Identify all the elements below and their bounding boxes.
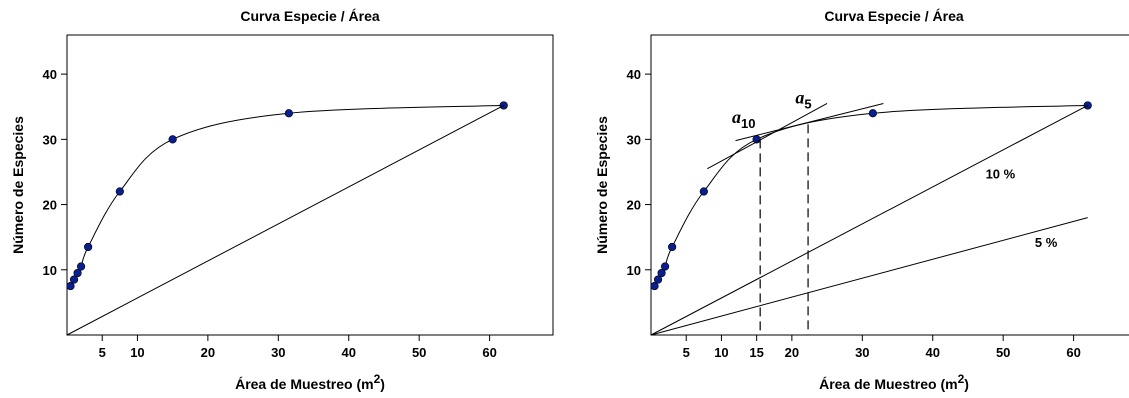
chart-left-data-point bbox=[115, 187, 124, 196]
chart-left-y-tick-label: 20 bbox=[43, 198, 57, 213]
chart-left-y-tick-label: 30 bbox=[43, 132, 57, 147]
chart-right-data-point bbox=[868, 109, 877, 118]
chart-right-x-axis-label-sup: 2 bbox=[958, 372, 965, 386]
chart-right-reference-line bbox=[650, 104, 1088, 336]
chart-left-data-point bbox=[76, 262, 86, 271]
chart-left-x-tick-label: 10 bbox=[130, 345, 144, 360]
chart-right-y-tick-label: 30 bbox=[627, 132, 641, 147]
chart-right-data-point bbox=[657, 268, 666, 278]
chart-left-x-tick-label: 50 bbox=[412, 345, 426, 360]
chart-right-data-point bbox=[660, 262, 670, 271]
chart-left-data-point bbox=[168, 135, 177, 144]
chart-right-title: Curva Especie / Área bbox=[824, 8, 964, 24]
chart-right-x-ticks: 5 10 15 20 30 40 50 60 bbox=[683, 335, 1081, 360]
chart-right-y-tick-label: 20 bbox=[627, 198, 641, 213]
chart-left-data-point bbox=[499, 101, 508, 110]
chart-right-x-tick-label: 60 bbox=[1066, 345, 1080, 360]
chart-right-data-point bbox=[650, 281, 659, 291]
chart-right-annotation-label: 5 % bbox=[1035, 235, 1058, 250]
chart-left-x-tick-label: 20 bbox=[201, 345, 215, 360]
chart-left-x-tick-label: 5 bbox=[99, 345, 106, 360]
chart-right-species-curve bbox=[654, 104, 1088, 287]
chart-left-data-point bbox=[73, 268, 82, 278]
chart-left-x-axis-label-text: Área de Muestreo (m bbox=[235, 376, 373, 392]
chart-left-data-point bbox=[69, 275, 79, 284]
chart-left-data-point bbox=[66, 281, 75, 291]
chart-left: Curva Especie / Área 5 10 20 30 40 50 60 10 20 3… bbox=[10, 8, 554, 392]
chart-right-y-tick-label: 40 bbox=[627, 67, 641, 82]
chart-left-x-tick-label: 60 bbox=[482, 345, 496, 360]
chart-left-x-axis-label-sup: 2 bbox=[374, 372, 381, 386]
chart-left-series bbox=[66, 101, 508, 336]
chart-right-x-tick-label: 30 bbox=[855, 345, 869, 360]
chart-left-x-axis-label: Área de Muestreo (m2) bbox=[235, 372, 385, 392]
chart-right-x-tick-label: 5 bbox=[683, 345, 690, 360]
chart-left-species-curve bbox=[70, 104, 504, 287]
chart-left-x-tick-label: 40 bbox=[342, 345, 356, 360]
chart-right-x-tick-label: 20 bbox=[785, 345, 799, 360]
chart-left-x-tick-label: 30 bbox=[271, 345, 285, 360]
chart-left-reference-line bbox=[66, 104, 504, 336]
chart-right-annotations: a10 a5 10 % 5 % bbox=[732, 87, 1058, 249]
chart-right-x-tick-label: 15 bbox=[749, 345, 763, 360]
chart-right-y-tick-label: 10 bbox=[627, 263, 641, 278]
chart-left-data-point bbox=[284, 109, 293, 118]
chart-left-y-axis-label: Número de Especies bbox=[10, 116, 26, 254]
chart-right-annotation-label: 10 % bbox=[986, 166, 1016, 181]
chart-left-plot-frame bbox=[66, 34, 554, 336]
chart-right-annotation-a5: a5 bbox=[795, 87, 811, 111]
chart-right-x-axis-label-text: Área de Muestreo (m bbox=[819, 376, 957, 392]
chart-right-plot-frame bbox=[650, 34, 1129, 336]
chart-right-data-point bbox=[653, 275, 663, 284]
chart-right-data-point bbox=[668, 242, 677, 252]
chart-right-annotation-a10: a10 bbox=[732, 107, 755, 131]
chart-right-y-ticks: 10 20 30 40 bbox=[627, 67, 651, 278]
chart-right-tangent-line bbox=[735, 102, 884, 142]
chart-left-y-tick-label: 10 bbox=[43, 263, 57, 278]
chart-left-title: Curva Especie / Área bbox=[240, 8, 380, 24]
chart-left-y-ticks: 10 20 30 40 bbox=[43, 67, 67, 278]
chart-right-x-tick-label: 10 bbox=[714, 345, 728, 360]
chart-left-data-point bbox=[84, 242, 93, 252]
chart-right-series bbox=[650, 101, 1092, 336]
chart-right-reference-line bbox=[650, 217, 1088, 336]
chart-right-x-axis-label: Área de Muestreo (m2) bbox=[819, 372, 969, 392]
chart-right-x-tick-label: 50 bbox=[996, 345, 1010, 360]
chart-left-x-ticks: 5 10 20 30 40 50 60 bbox=[99, 335, 497, 360]
chart-left-y-tick-label: 40 bbox=[43, 67, 57, 82]
chart-right: Curva Especie / Área 5 10 15 20 30 40 50 60 10 2… bbox=[594, 8, 1129, 392]
chart-right-x-tick-label: 40 bbox=[926, 345, 940, 360]
chart-right-tangent-line bbox=[707, 103, 828, 170]
chart-right-data-point bbox=[699, 187, 708, 196]
chart-right-y-axis-label: Número de Especies bbox=[594, 116, 610, 254]
